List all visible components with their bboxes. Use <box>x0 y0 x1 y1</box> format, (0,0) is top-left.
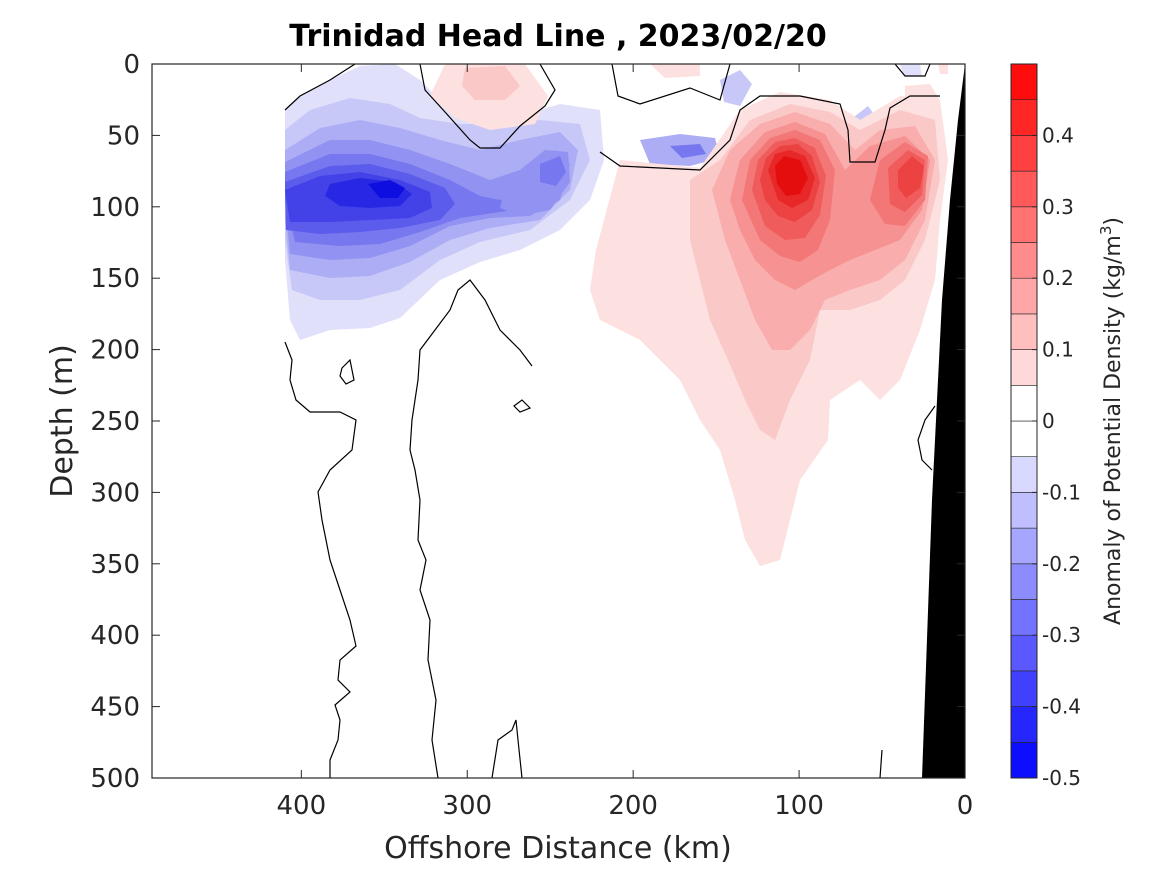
red-surface-d <box>905 84 940 110</box>
colorbar-band <box>1010 384 1038 422</box>
blue-small-b <box>670 144 706 158</box>
colorbar-band <box>1010 599 1038 636</box>
colorbar-band <box>1010 527 1038 565</box>
colorbar-band <box>1010 63 1038 101</box>
contour-surface-right <box>599 95 940 171</box>
y-tick-label: 450 <box>90 693 140 723</box>
colorbar-tick-label: 0.1 <box>1042 338 1074 362</box>
colorbar-tick-label: -0.1 <box>1042 480 1081 504</box>
negative-anomaly <box>285 64 922 340</box>
colorbar-tick-label: -0.4 <box>1042 695 1081 719</box>
contour-left-column <box>284 341 357 778</box>
contour-bottom-b <box>879 749 883 778</box>
blue-secondary-b <box>540 156 566 186</box>
red-surface-c <box>650 64 700 78</box>
colorbar-tick-label: -0.3 <box>1042 623 1081 647</box>
positive-anomaly <box>430 64 948 566</box>
colorbar-tick-label: -0.5 <box>1042 766 1081 790</box>
bathymetry-seafloor <box>922 64 965 778</box>
y-tick-label: 500 <box>90 764 140 794</box>
colorbar-tick-label: 0.3 <box>1042 195 1074 219</box>
contour-top-a <box>611 64 731 105</box>
colorbar-ticks: 0.4 0.3 0.2 0.1 0 -0.1 -0.2 -0.3 -0.4 -0.5 <box>1032 123 1081 790</box>
colorbar-tick-label: 0.4 <box>1042 123 1074 147</box>
chart-title: Trinidad Head Line , 2023/02/20 <box>289 19 826 54</box>
colorbar-title: Anomaly of Potential Density (kg/m3) <box>1097 217 1126 625</box>
y-tick-label: 0 <box>123 50 140 80</box>
blue-small-c <box>720 70 752 106</box>
colorbar-tick-label: -0.2 <box>1042 552 1081 576</box>
contour-surface-left <box>284 64 356 111</box>
x-tick-label: 200 <box>608 791 658 821</box>
contour-small-loop-b <box>513 399 532 413</box>
contour-nearshore <box>917 405 936 471</box>
y-tick-label: 400 <box>90 621 140 651</box>
red-surface-b <box>462 66 520 100</box>
contour-mid-column <box>409 279 533 778</box>
blue-level-0.45 <box>368 180 405 198</box>
contour-surface-mid <box>419 64 556 149</box>
x-tick-label: 400 <box>277 791 327 821</box>
colorbar-band <box>1010 741 1038 779</box>
y-axis: 0 50 100 150 200 250 300 350 400 450 500 <box>90 50 965 794</box>
x-axis-title: Offshore Distance (km) <box>384 831 732 866</box>
colorbar-band <box>1010 242 1038 279</box>
colorbar-band <box>1010 492 1038 529</box>
red-level-0.45 <box>775 156 808 196</box>
contour-top-b <box>894 64 931 77</box>
contour-bottom-a <box>491 719 523 778</box>
red-level-0.35b <box>898 156 924 198</box>
colorbar-band <box>1010 634 1038 672</box>
colorbar-band <box>1010 277 1038 315</box>
y-tick-label: 100 <box>90 193 140 223</box>
colorbar-band <box>1010 670 1038 707</box>
colorbar-band <box>1010 456 1038 493</box>
colorbar-band <box>1010 206 1038 243</box>
y-tick-label: 50 <box>107 121 140 151</box>
blue-small-e <box>900 64 922 76</box>
zero-contours <box>284 64 940 778</box>
colorbar-band <box>1010 170 1038 208</box>
contour-field <box>284 64 965 778</box>
colorbar-band <box>1010 99 1038 136</box>
y-tick-label: 250 <box>90 407 140 437</box>
colorbar <box>1010 63 1038 779</box>
x-axis: 400 300 200 100 0 <box>277 64 974 821</box>
y-tick-label: 150 <box>90 264 140 294</box>
x-tick-label: 300 <box>442 791 492 821</box>
colorbar-tick-label: 0 <box>1042 409 1055 433</box>
x-tick-label: 100 <box>774 791 824 821</box>
x-tick-label: 0 <box>957 791 974 821</box>
colorbar-band <box>1010 420 1038 458</box>
y-tick-label: 300 <box>90 478 140 508</box>
colorbar-band <box>1010 135 1038 172</box>
contour-small-loop-a <box>339 358 355 385</box>
colorbar-band <box>1010 349 1038 386</box>
colorbar-band <box>1010 706 1038 743</box>
y-tick-label: 200 <box>90 336 140 366</box>
colorbar-band <box>1010 313 1038 350</box>
colorbar-tick-label: 0.2 <box>1042 266 1074 290</box>
y-axis-title: Depth (m) <box>45 344 80 498</box>
red-surface-e <box>938 64 948 74</box>
y-tick-label: 350 <box>90 550 140 580</box>
colorbar-band <box>1010 563 1038 600</box>
